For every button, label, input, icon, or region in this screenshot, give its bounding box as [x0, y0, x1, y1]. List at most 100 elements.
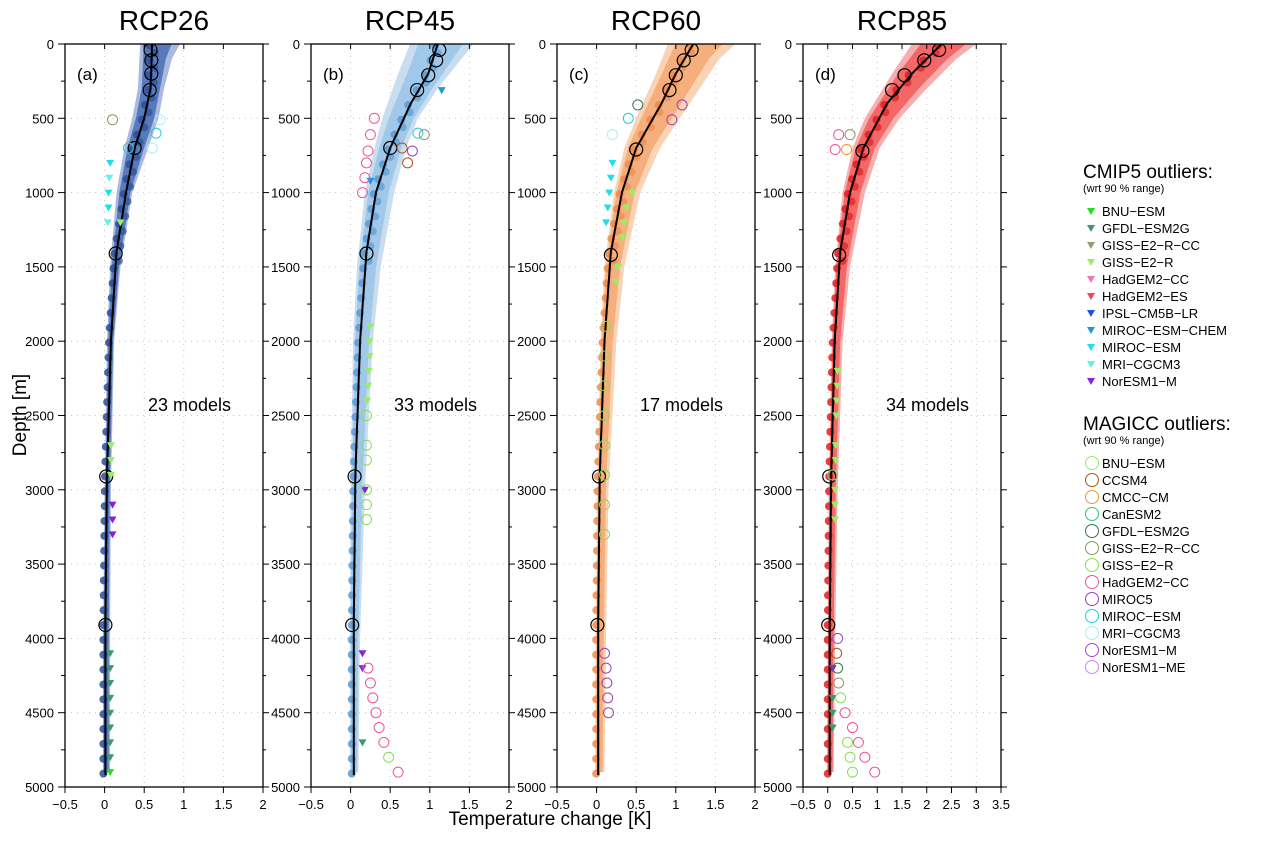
layer-marker [98, 617, 113, 633]
cmip5-outlier-marker [106, 724, 115, 732]
magicc-outlier-marker [676, 99, 688, 111]
legend-circle-marker [1085, 524, 1099, 538]
cmip5-outlier-marker [106, 650, 115, 658]
layer-marker [603, 247, 618, 263]
legend-label: BNU−ESM [1102, 456, 1165, 471]
legend-label: CCSM4 [1102, 473, 1148, 488]
magicc-outlier-marker [364, 129, 376, 141]
legend-circle-marker [1085, 609, 1099, 623]
cmip5-outlier-marker [106, 665, 115, 673]
legend-triangle-marker [1087, 344, 1095, 351]
magicc-outlier-marker [359, 172, 371, 184]
magicc-outlier-marker [378, 736, 390, 748]
magicc-outlier-marker [412, 127, 424, 139]
legend-label: MRI−CGCM3 [1102, 357, 1180, 372]
layer-marker [917, 53, 932, 68]
layer-marker [832, 247, 847, 263]
y-tick-label: 3500 [271, 557, 300, 572]
layer-marker [108, 246, 123, 261]
layer-marker [429, 53, 444, 68]
y-tick-label: 1500 [517, 260, 546, 275]
magicc-legend-item: CCSM4 [1085, 473, 1148, 488]
cmip5-legend-item: GISS−E2−R−CC [1087, 238, 1200, 253]
cmip5-outlier-marker [613, 263, 622, 271]
magicc-outlier-marker [362, 145, 374, 157]
magicc-legend-item: MIROC−ESM [1085, 609, 1181, 624]
magicc-legend-item: MRI−CGCM3 [1085, 626, 1180, 641]
y-axis-label: Depth [m] [10, 374, 31, 456]
magicc-outlier-marker [831, 647, 843, 659]
cmip5-outlier-marker [106, 694, 115, 702]
x-tick-label: 3 [973, 797, 980, 812]
x-tick-label: 1.5 [460, 797, 478, 812]
legend-circle-marker [1085, 507, 1099, 521]
legend-triangle-marker [1087, 327, 1095, 334]
magicc-outlier-marker [370, 707, 382, 719]
cmip5-outlier-marker [831, 457, 840, 465]
x-tick-label: 0.5 [627, 797, 645, 812]
magicc-legend-item: NorESM1−M [1085, 643, 1177, 658]
cmip5-outlier-marker [103, 219, 112, 227]
x-tick-label: 1 [180, 797, 187, 812]
cmip5-outlier-marker [832, 412, 841, 420]
magicc-outlier-marker [600, 662, 612, 674]
magicc-outlier-marker [599, 647, 611, 659]
legend-circle-marker [1085, 660, 1099, 674]
cmip5-outlier-marker [106, 754, 115, 762]
x-tick-label: 0 [593, 797, 600, 812]
magicc-outlier-marker [599, 469, 611, 481]
y-tick-label: 3500 [25, 557, 54, 572]
y-tick-label: 1500 [763, 260, 792, 275]
legend-label: NorESM1−M [1102, 374, 1177, 389]
magicc-outlier-marker [833, 677, 845, 689]
legend-label: MIROC5 [1102, 592, 1153, 607]
mean-profile-line [352, 44, 439, 776]
magicc-outlier-marker [356, 187, 368, 199]
legend-label: MRI−CGCM3 [1102, 626, 1180, 641]
y-tick-label: 1000 [25, 186, 54, 201]
magicc-outlier-marker [844, 751, 856, 763]
panel-label: (c) [569, 65, 589, 84]
magicc-outlier-marker [859, 751, 871, 763]
cmip5-outlier-marker [628, 189, 637, 197]
magicc-outlier-marker [122, 142, 134, 154]
x-tick-label: 0 [824, 797, 831, 812]
y-tick-label: 4500 [517, 706, 546, 721]
legend-label: GFDL−ESM2G [1102, 221, 1190, 236]
magicc-outlier-marker [829, 144, 841, 156]
magicc-outlier-marker [360, 484, 372, 496]
legend-label: HadGEM2−CC [1102, 575, 1189, 590]
legend-label: GISS−E2−R−CC [1102, 238, 1200, 253]
x-tick-label: 0 [347, 797, 354, 812]
cmip5-outlier-marker [104, 189, 113, 197]
legend-triangle-marker [1087, 242, 1095, 249]
cmip5-outlier-marker [602, 219, 611, 227]
x-axis-label: Temperature change [K] [449, 809, 652, 830]
magicc-outlier-marker [835, 692, 847, 704]
y-tick-label: 5000 [271, 780, 300, 795]
uncertainty-band-outer [595, 44, 736, 773]
magicc-outlier-marker [360, 514, 372, 526]
cmip5-outlier-marker [828, 694, 837, 702]
magicc-outlier-marker [599, 528, 611, 540]
legend-label: MIROC−ESM−CHEM [1102, 323, 1227, 338]
y-tick-label: 3500 [763, 557, 792, 572]
y-tick-label: 4000 [763, 631, 792, 646]
magicc-legend-item: BNU−ESM [1085, 456, 1165, 471]
layer-marker [668, 68, 683, 83]
cmip5-outlier-marker [606, 174, 615, 182]
cmip5-outlier-marker [364, 382, 373, 390]
cmip5-outlier-marker [106, 442, 115, 450]
y-tick-label: 2500 [763, 409, 792, 424]
cmip5-outlier-marker [364, 367, 373, 375]
legend-circle-marker [1085, 626, 1099, 640]
magicc-outlier-marker [360, 439, 372, 451]
legend-circle-marker [1085, 575, 1099, 589]
legend-label: MIROC−ESM [1102, 340, 1181, 355]
cmip5-outlier-marker [108, 516, 117, 524]
magicc-legend-item: CanESM2 [1085, 507, 1161, 522]
layer-marker [347, 469, 362, 484]
layer-marker [127, 140, 142, 156]
y-tick-label: 2500 [517, 409, 546, 424]
x-tick-label: −0.5 [298, 797, 324, 812]
